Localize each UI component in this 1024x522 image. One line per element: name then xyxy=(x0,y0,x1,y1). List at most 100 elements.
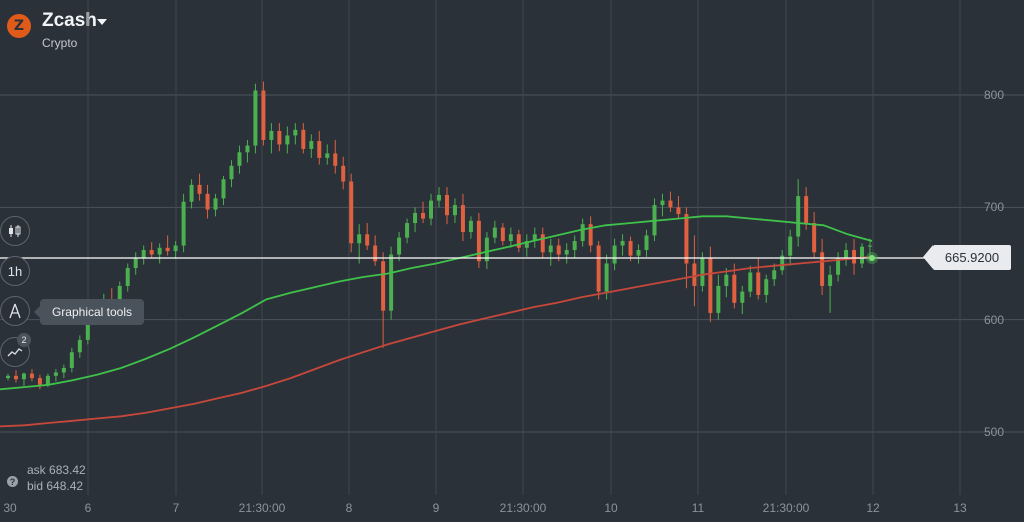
candle-body xyxy=(852,250,857,264)
candles xyxy=(6,81,872,390)
candle-body xyxy=(349,181,354,244)
candle-body xyxy=(556,245,561,255)
candle-body xyxy=(261,90,266,140)
candle-body xyxy=(253,90,258,146)
candle-body xyxy=(365,234,370,246)
candle-body xyxy=(85,318,90,340)
help-icon[interactable]: ? xyxy=(7,476,18,487)
candle-body xyxy=(277,130,282,145)
x-tick-label: 9 xyxy=(432,501,440,515)
candle-body xyxy=(444,194,449,216)
candle-body xyxy=(357,234,362,244)
candle-body xyxy=(317,141,322,158)
x-tick-label: 12 xyxy=(866,501,880,515)
bid-price: bid 648.42 xyxy=(27,479,83,493)
candle-body xyxy=(788,236,793,256)
moving-averages xyxy=(0,215,873,428)
x-tick-label: 30 xyxy=(3,501,17,515)
candle-body xyxy=(285,135,290,145)
candle-body xyxy=(125,267,130,286)
current-price-dot-core xyxy=(869,255,875,261)
candle-body xyxy=(524,241,529,248)
candle-body xyxy=(500,227,505,242)
candle-body xyxy=(772,270,777,280)
candle-body xyxy=(604,263,609,292)
candle-body xyxy=(429,200,434,219)
ask-price: ask 683.42 xyxy=(27,463,86,477)
candle-body xyxy=(716,285,721,313)
candle-body xyxy=(77,339,82,353)
current-price-label: 665.9200 xyxy=(923,245,1011,270)
candle-body xyxy=(397,237,402,255)
candle-body xyxy=(508,234,513,242)
candle-body xyxy=(245,145,250,153)
candle-body xyxy=(644,235,649,251)
moving-average-slow-line xyxy=(0,255,873,428)
candle-body xyxy=(69,352,74,368)
y-tick-label: 600 xyxy=(984,313,1005,327)
candle-body xyxy=(628,241,633,256)
candle-body xyxy=(197,184,202,194)
candle-body xyxy=(173,245,178,252)
timeframe-label: 1h xyxy=(7,263,23,279)
candle-body xyxy=(221,179,226,199)
candle-body xyxy=(61,367,66,373)
candle-body xyxy=(548,245,553,253)
candle-body xyxy=(325,153,330,158)
bid-label: bid xyxy=(27,479,44,493)
candle-body xyxy=(836,257,841,275)
asset-header: Z Zcash Crypto xyxy=(0,0,1024,60)
candle-body xyxy=(405,223,410,238)
candle-body xyxy=(181,201,186,246)
candle-body xyxy=(293,129,298,136)
candle-body xyxy=(796,196,801,237)
indicators-count-badge: 2 xyxy=(17,333,31,347)
candle-body xyxy=(612,245,617,264)
candle-body xyxy=(748,272,753,292)
candle-body xyxy=(468,220,473,233)
candle-body xyxy=(437,194,441,201)
candle-body xyxy=(460,205,465,233)
candle-body xyxy=(29,373,34,379)
candle-body xyxy=(37,378,42,385)
candle-body xyxy=(53,372,58,376)
candle-body xyxy=(708,257,713,313)
candle-body xyxy=(780,255,785,271)
asset-type: Crypto xyxy=(42,36,78,50)
candle-body xyxy=(117,285,122,304)
candle-body xyxy=(149,250,154,255)
chart-type-button[interactable] xyxy=(0,216,30,246)
candle-body xyxy=(684,214,689,264)
candlestick-chart-icon xyxy=(9,225,21,237)
y-tick-label: 700 xyxy=(984,200,1005,214)
x-tick-label: 8 xyxy=(345,501,353,515)
candle-body xyxy=(660,200,665,206)
candle-body xyxy=(45,375,50,385)
candle-body xyxy=(373,245,378,262)
candle-body xyxy=(812,223,817,253)
candle-body xyxy=(157,247,162,255)
graphical-tools-button[interactable] xyxy=(0,296,30,326)
chevron-down-icon[interactable] xyxy=(97,19,107,25)
candle-body xyxy=(333,153,338,166)
candle-body xyxy=(668,200,673,208)
candle-body xyxy=(588,224,593,246)
x-tick-label: 11 xyxy=(691,501,705,515)
candle-body xyxy=(844,250,849,258)
moving-average-fast-line xyxy=(0,215,873,391)
candle-body xyxy=(189,184,194,202)
candle-body xyxy=(804,196,809,224)
timeframe-button[interactable]: 1h xyxy=(0,256,30,286)
asset-name[interactable]: Zcash xyxy=(42,10,97,31)
candle-body xyxy=(732,274,737,303)
indicators-icon xyxy=(7,348,23,357)
candle-body xyxy=(229,165,234,180)
candle-body xyxy=(413,212,418,224)
candle-body xyxy=(580,224,585,242)
candle-body xyxy=(381,261,386,311)
candle-body xyxy=(700,257,705,286)
candle-body xyxy=(868,245,872,247)
candle-body xyxy=(860,246,865,264)
x-tick-label: 21:30:00 xyxy=(762,501,810,515)
